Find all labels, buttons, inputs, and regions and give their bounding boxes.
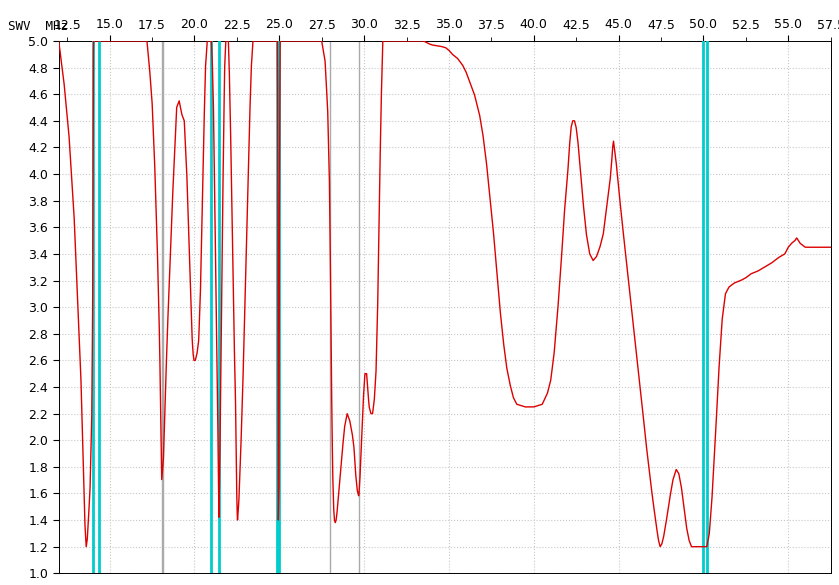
Text: SWV  MHz: SWV MHz — [8, 20, 69, 33]
